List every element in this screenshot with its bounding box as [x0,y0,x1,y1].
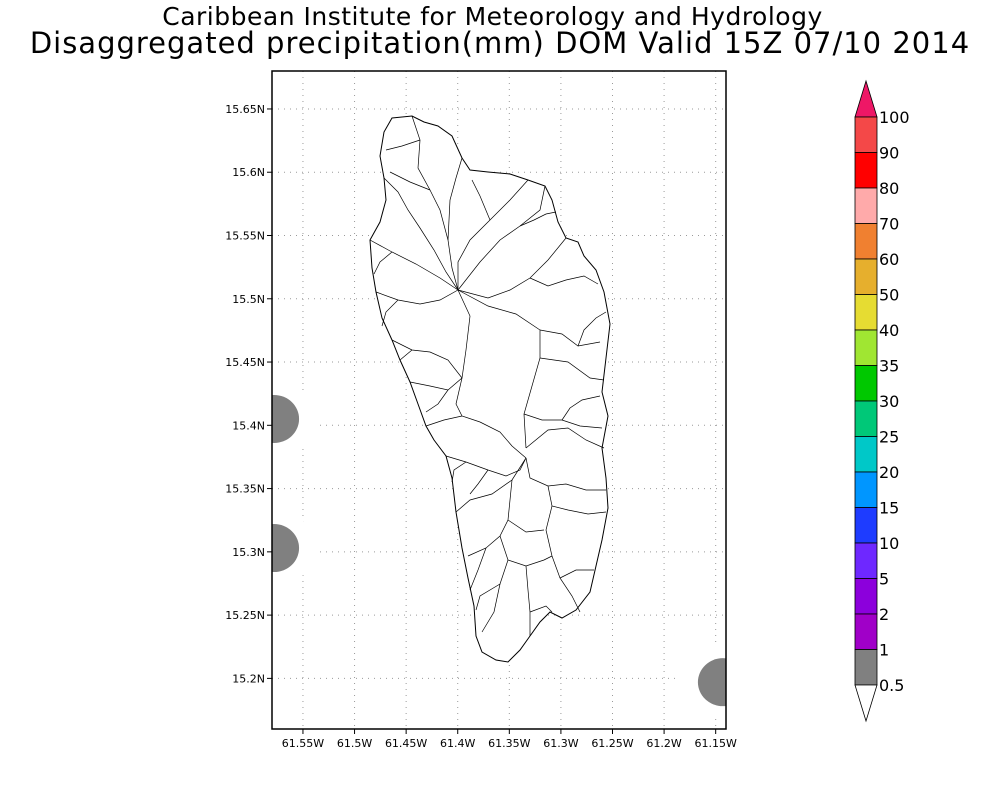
colorbar-swatch [854,116,878,153]
lat-tick-label: 15.4N [232,419,265,432]
lon-tick-label: 61.5W [337,737,372,750]
lon-tick-label: 61.4W [440,737,475,750]
lon-tick-label: 61.15W [694,737,736,750]
colorbar-swatch [854,400,878,437]
lat-tick-label: 15.35N [225,483,265,496]
colorbar-label: 35 [879,357,899,376]
colorbar-label: 1 [879,641,889,660]
lon-tick-label: 61.25W [591,737,633,750]
colorbar-swatch [854,436,878,473]
institute-title: Caribbean Institute for Meteorology and … [162,2,823,31]
lat-tick-label: 15.65N [225,103,265,116]
lat-tick-label: 15.3N [232,546,265,559]
colorbar-label: 2 [879,605,889,624]
colorbar-label: 10 [879,534,899,553]
colorbar-swatch [854,329,878,366]
lon-tick-label: 61.35W [488,737,530,750]
lat-tick-label: 15.5N [232,293,265,306]
colorbar-label: 70 [879,215,899,234]
grid-lines [272,71,726,729]
colorbar-label: 80 [879,179,899,198]
lon-tick-label: 61.45W [385,737,427,750]
colorbar-swatch [854,471,878,508]
colorbar-label: 30 [879,392,899,411]
colorbar-label: 60 [879,250,899,269]
colorbar-label: 40 [879,321,899,340]
colorbar-swatch [854,649,878,686]
colorbar-swatch [854,578,878,615]
map-frame [271,70,727,730]
lat-tick-label: 15.45N [225,356,265,369]
colorbar-swatch [854,223,878,260]
colorbar-swatch [854,187,878,224]
colorbar-swatch [854,613,878,650]
watershed-boundaries [369,115,607,636]
lat-tick-label: 15.2N [232,672,265,685]
precip-area-inner [272,524,300,573]
axis-ticks: 15.65N 15.6N 15.55N 15.5N 15.45N 15.4N 15.35N 1… [225,103,737,750]
colorbar-label: 15 [879,499,899,518]
lon-tick-label: 61.2W [646,737,681,750]
colorbar-swatch [854,294,878,331]
colorbar-bottom-arrow [854,684,878,723]
colorbar-swatch [854,258,878,295]
lon-tick-label: 61.3W [543,737,578,750]
colorbar-swatch [854,152,878,189]
lat-tick-label: 15.55N [225,230,265,243]
colorbar-top-arrow [854,79,878,118]
colorbar-label: 0.5 [879,676,904,695]
colorbar-label: 5 [879,570,889,589]
dominica-coastline [369,115,611,663]
colorbar-swatch [854,365,878,402]
colorbar-label: 90 [879,144,899,163]
colorbar-label: 100 [879,108,910,127]
lat-tick-label: 15.25N [225,609,265,622]
precip-contours [272,382,726,719]
chart-title: Disaggregated precipitation(mm) DOM Vali… [29,26,971,60]
colorbar: 100 90 80 70 60 50 40 35 30 25 20 15 10 5 2 1 0.5 [854,79,910,723]
dominica-island [369,115,611,663]
precip-area-inner [272,394,300,443]
lat-tick-label: 15.6N [232,166,265,179]
colorbar-swatch [854,507,878,544]
colorbar-label: 20 [879,463,899,482]
colorbar-label: 25 [879,428,899,447]
colorbar-swatch [854,542,878,579]
precip-area-inner [697,658,726,707]
lon-tick-label: 61.55W [282,737,324,750]
colorbar-label: 50 [879,286,899,305]
